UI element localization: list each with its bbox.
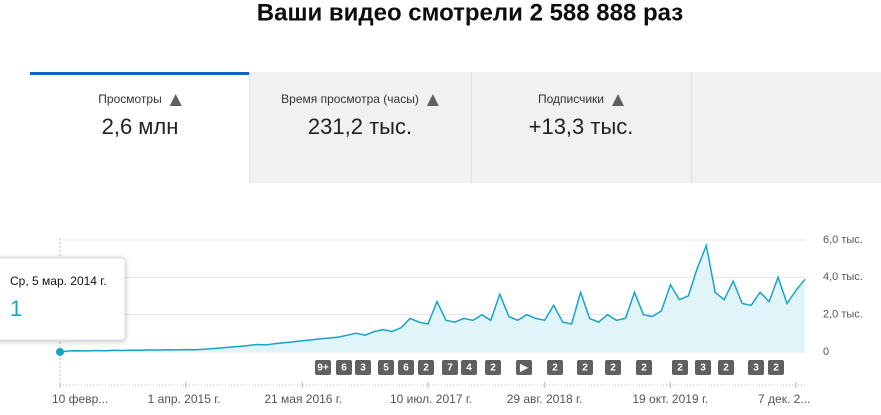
annotation-badge	[577, 360, 593, 375]
divider	[249, 72, 250, 183]
annotation-badge	[336, 360, 352, 375]
annotation-label: 9+	[317, 363, 329, 374]
divider	[691, 72, 692, 183]
annotation-badge	[485, 360, 501, 375]
title: Ваши видео смотрели 2 588 888 раз	[257, 0, 684, 26]
annotation-label: 7	[447, 363, 453, 374]
annotation-badge	[461, 360, 477, 375]
tab-label: Просмотры	[98, 92, 161, 106]
annotation-label: 2	[610, 363, 616, 374]
annotation-label: 3	[753, 363, 759, 374]
warning-icon	[612, 94, 625, 106]
annotation-label: 4	[466, 363, 472, 374]
point	[56, 347, 64, 356]
annotation-badge	[547, 360, 563, 375]
tab-value: +13,3 тыс.	[529, 114, 634, 139]
y-tick-label: 4,0 тыс.	[823, 271, 863, 283]
tab-label: Подписчики	[538, 92, 604, 106]
annotation-badge	[718, 360, 734, 375]
y-tick-label: 6,0 тыс.	[823, 234, 863, 246]
annotation-label: 2	[641, 363, 647, 374]
annotation-label: ▶	[519, 363, 529, 374]
annotation-badge	[695, 360, 711, 375]
annotation-label: 2	[677, 363, 683, 374]
annotation-label: 3	[700, 363, 706, 374]
tab-value: 231,2 тыс.	[308, 114, 412, 139]
x-tick-label: 19 окт. 2019 г.	[632, 392, 708, 406]
annotation-label: 2	[582, 363, 588, 374]
divider	[471, 72, 472, 183]
annotation-badge	[315, 360, 331, 375]
tooltip	[0, 257, 126, 341]
annotation-label: 2	[552, 363, 558, 374]
annotation-label: 6	[341, 363, 347, 374]
annotation-badge	[636, 360, 652, 375]
annotation-label: 3	[360, 363, 366, 374]
annotation-badge	[768, 360, 784, 375]
tab-indicator	[30, 72, 249, 75]
area	[60, 245, 805, 352]
tab[interactable]	[30, 72, 249, 183]
x-tick-label: 10 февр...	[52, 392, 108, 406]
annotation-label: 5	[383, 363, 389, 374]
annotation-badge	[516, 360, 532, 375]
annotation-badge	[418, 360, 434, 375]
x-tick-label: 10 июл. 2017 г.	[390, 392, 472, 406]
annotation-label: 2	[723, 363, 729, 374]
y-tick-label: 2,0 тыс.	[823, 309, 863, 321]
tab[interactable]	[250, 72, 471, 183]
annotation-label: 6	[403, 363, 409, 374]
annotation-badge	[748, 360, 764, 375]
tab[interactable]	[472, 72, 691, 183]
x-tick-label: 1 апр. 2015 г.	[148, 392, 221, 406]
line	[59, 242, 806, 353]
tab-value: 2,6 млн	[102, 114, 179, 139]
annotation-badge	[672, 360, 688, 375]
annotation-badge	[398, 360, 414, 375]
tooltip-value: 1	[10, 296, 22, 321]
tab[interactable]	[692, 72, 881, 183]
tooltip-date: Ср, 5 мар. 2014 г.	[10, 274, 107, 288]
annotation-badge	[355, 360, 371, 375]
annotation-badge	[442, 360, 458, 375]
y-tick-label: 0	[823, 346, 829, 358]
warning-icon	[169, 94, 182, 106]
tab-label: Время просмотра (часы)	[281, 92, 419, 106]
annotation-label: 2	[773, 363, 779, 374]
annotation-badge	[378, 360, 394, 375]
annotation-label: 2	[490, 363, 496, 374]
warning-icon	[426, 94, 439, 106]
x-tick-label: 29 авг. 2018 г.	[507, 392, 583, 406]
x-tick-label: 7 дек. 2...	[758, 392, 810, 406]
annotation-badge	[605, 360, 621, 375]
annotation-label: 2	[423, 363, 429, 374]
x-tick-label: 21 мая 2016 г.	[264, 392, 342, 406]
